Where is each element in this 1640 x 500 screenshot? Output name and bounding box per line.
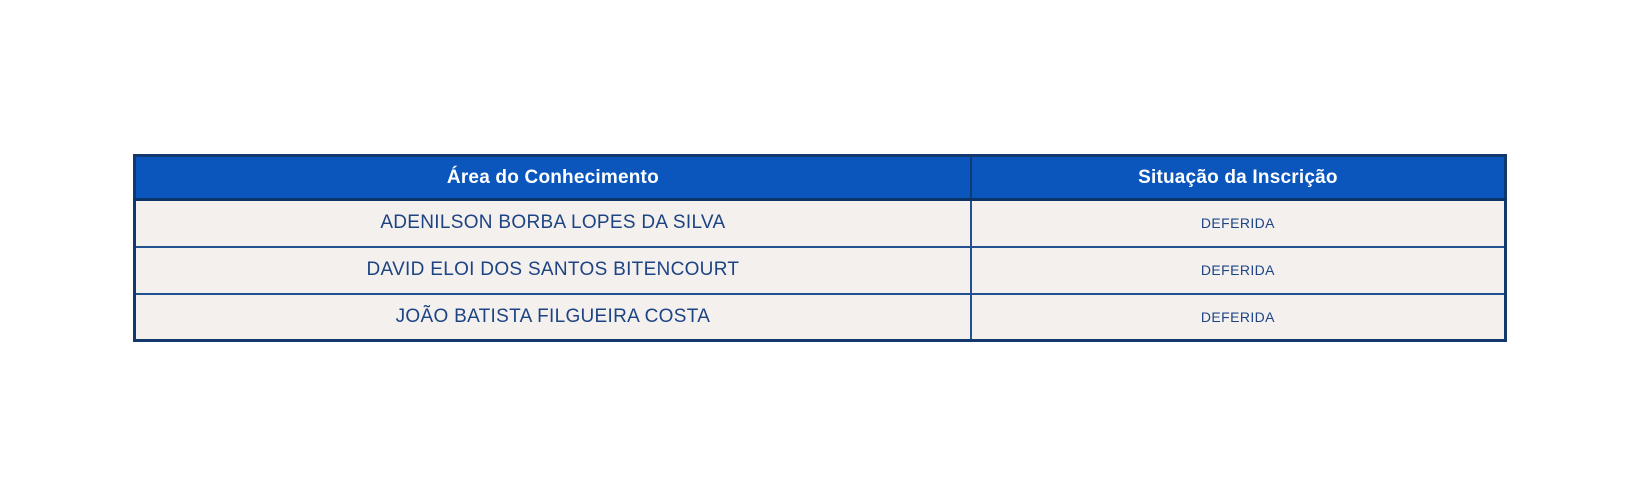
table-row: ADENILSON BORBA LOPES DA SILVA DEFERIDA xyxy=(133,198,1507,248)
candidate-name: JOÃO BATISTA FILGUEIRA COSTA xyxy=(133,292,972,342)
candidate-name: DAVID ELOI DOS SANTOS BITENCOURT xyxy=(133,245,972,295)
candidate-name: ADENILSON BORBA LOPES DA SILVA xyxy=(133,198,972,248)
registration-status: DEFERIDA xyxy=(969,245,1507,295)
column-header-area-do-conhecimento: Área do Conhecimento xyxy=(133,155,972,201)
header-row: Área do Conhecimento Situação da Inscriç… xyxy=(133,155,1507,201)
table-header: Área do Conhecimento Situação da Inscriç… xyxy=(133,155,1507,201)
registration-status: DEFERIDA xyxy=(969,292,1507,342)
registration-status: DEFERIDA xyxy=(969,198,1507,248)
table-body: ADENILSON BORBA LOPES DA SILVA DEFERIDA … xyxy=(133,198,1507,342)
table-row: JOÃO BATISTA FILGUEIRA COSTA DEFERIDA xyxy=(133,292,1507,342)
column-header-situacao-da-inscricao: Situação da Inscrição xyxy=(969,155,1507,201)
registration-status-table: Área do Conhecimento Situação da Inscriç… xyxy=(133,154,1507,342)
table-row: DAVID ELOI DOS SANTOS BITENCOURT DEFERID… xyxy=(133,245,1507,295)
